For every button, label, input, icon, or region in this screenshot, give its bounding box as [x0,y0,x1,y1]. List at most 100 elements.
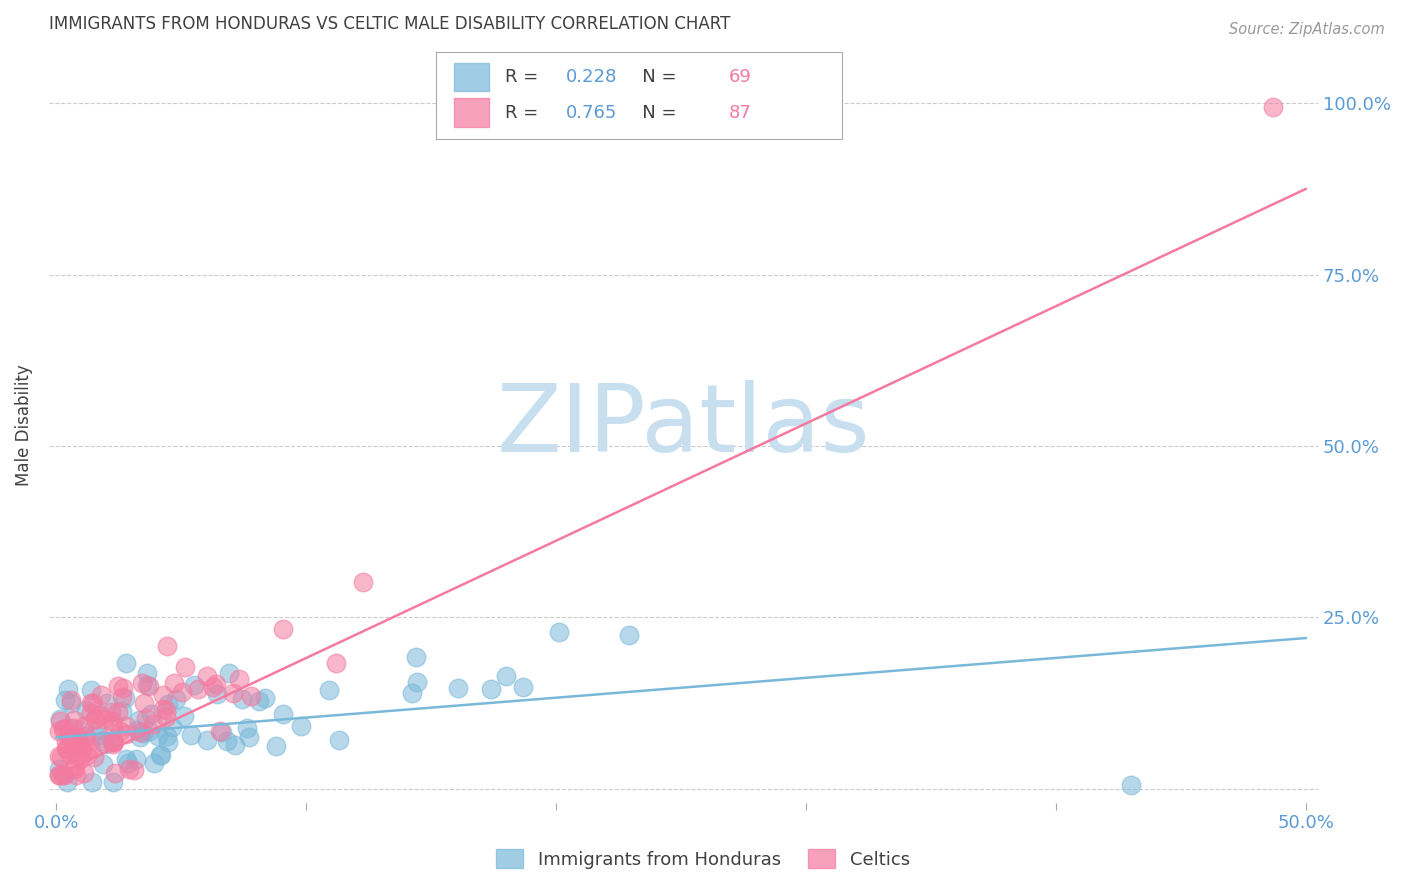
Point [205,687,228,701]
Point [59,693,82,707]
Point [62,738,84,752]
Point [405,650,427,665]
Text: ZIPatlas: ZIPatlas [496,379,870,472]
Point [495,669,517,683]
Text: 0.765: 0.765 [565,103,617,121]
Text: 0.228: 0.228 [565,68,617,87]
Point [55,775,77,789]
Point [135,678,157,692]
Point [318,683,340,698]
Point [135,666,157,681]
Point [101,714,124,728]
Point [146,729,169,743]
Point [66,730,89,744]
Point [56,741,79,756]
Point [62,762,84,776]
FancyBboxPatch shape [436,53,842,139]
Point [66,739,89,754]
Point [132,696,155,710]
Point [447,681,470,695]
Point [325,656,347,670]
Point [83,750,105,764]
Point [101,718,124,732]
Point [617,628,640,642]
Point [75,729,97,743]
Point [80,696,103,710]
Text: R =: R = [505,68,544,87]
Point [115,727,138,741]
Point [208,723,231,738]
Point [117,756,139,770]
Text: N =: N = [626,103,682,121]
Point [93,712,115,726]
Point [247,694,270,708]
Point [58,681,80,696]
Point [187,682,209,697]
Point [53,693,76,707]
Point [195,733,218,747]
Point [75,733,97,747]
Point [205,676,228,690]
Point [48,724,70,739]
Point [125,723,148,737]
Point [65,768,87,782]
Point [55,742,77,756]
Point [63,713,86,727]
Point [114,751,136,765]
Bar [454,62,489,92]
Point [163,676,186,690]
Point [138,724,160,739]
Point [107,705,129,719]
Point [273,707,295,722]
Point [405,675,427,690]
Point [547,625,569,640]
Point [62,721,84,735]
Point [56,721,79,735]
Point [58,730,80,744]
Point [172,685,194,699]
Point [162,720,184,734]
Point [174,659,197,673]
Point [156,697,179,711]
Point [152,688,174,702]
Point [218,666,240,681]
Point [59,747,82,761]
Point [84,712,107,726]
Point [79,740,101,755]
Point [96,696,118,710]
Point [101,734,124,748]
Point [128,713,150,727]
Point [73,765,96,780]
Point [66,723,89,737]
Point [48,768,70,782]
Point [215,734,238,748]
Point [135,711,157,725]
Bar [454,98,489,127]
Text: N =: N = [626,68,682,87]
Point [183,678,205,692]
Point [128,730,150,744]
Point [114,690,136,705]
Point [132,726,155,740]
Point [211,725,233,739]
Point [49,712,72,726]
Point [156,735,179,749]
Point [66,747,89,762]
Point [101,738,124,752]
Point [479,681,502,696]
Point [52,722,75,736]
Point [70,741,93,756]
Point [155,710,177,724]
Point [222,686,245,700]
Point [236,721,259,735]
Point [231,692,253,706]
Point [129,725,152,739]
Point [401,686,423,700]
Legend: Immigrants from Honduras, Celtics: Immigrants from Honduras, Celtics [489,842,917,876]
Point [202,681,225,695]
Point [67,735,90,749]
Point [73,718,96,732]
Point [66,738,89,752]
Point [165,692,187,706]
Point [152,702,174,716]
